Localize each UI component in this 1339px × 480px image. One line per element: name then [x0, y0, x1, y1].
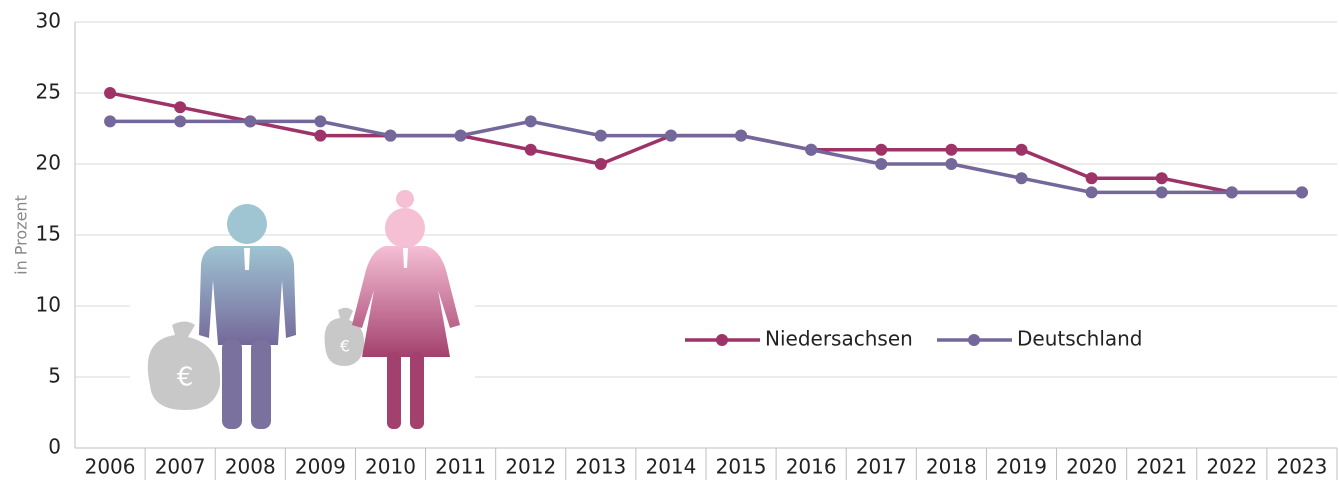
x-tick-label: 2014 — [645, 455, 696, 479]
data-point — [174, 101, 187, 114]
y-tick-label: 5 — [48, 364, 61, 388]
svg-text:€: € — [177, 363, 194, 393]
legend-marker — [968, 334, 980, 346]
y-tick-label: 20 — [36, 151, 61, 175]
x-tick-label: 2008 — [225, 455, 276, 479]
data-point — [1155, 172, 1168, 185]
illustration: € € — [147, 190, 460, 429]
x-tick-label: 2020 — [1066, 455, 1117, 479]
data-point — [524, 115, 537, 128]
y-tick-label: 0 — [48, 435, 61, 459]
x-tick-label: 2017 — [856, 455, 907, 479]
legend-label: Deutschland — [1017, 327, 1143, 351]
x-tick-label: 2011 — [435, 455, 486, 479]
legend-label: Niedersachsen — [765, 327, 913, 351]
x-tick-label: 2021 — [1136, 455, 1187, 479]
data-point — [1225, 186, 1238, 199]
data-point — [945, 158, 958, 170]
x-tick-label: 2023 — [1276, 455, 1327, 479]
y-tick-label: 15 — [36, 222, 61, 246]
x-tick-label: 2019 — [996, 455, 1047, 479]
data-point — [875, 143, 888, 156]
svg-text:€: € — [340, 337, 350, 356]
data-point — [664, 129, 677, 142]
y-tick-label: 25 — [36, 80, 61, 104]
data-point — [314, 115, 327, 128]
data-point — [104, 115, 117, 128]
data-point — [104, 87, 117, 99]
data-point — [1155, 186, 1168, 199]
data-point — [174, 115, 187, 128]
x-tick-label: 2012 — [505, 455, 556, 479]
x-tick-label: 2010 — [365, 455, 416, 479]
y-tick-label: 10 — [36, 293, 61, 317]
legend-marker — [716, 334, 728, 346]
x-tick-label: 2009 — [295, 455, 346, 479]
data-point — [524, 143, 537, 156]
data-point — [735, 129, 748, 142]
x-tick-label: 2013 — [575, 455, 626, 479]
data-point — [244, 115, 257, 128]
series-line — [109, 91, 1302, 195]
data-point — [384, 129, 397, 142]
data-point — [875, 158, 888, 170]
x-tick-label: 2007 — [155, 455, 206, 479]
data-point — [314, 129, 327, 142]
x-tick-label: 2018 — [926, 455, 977, 479]
series-line — [110, 119, 1302, 195]
data-point — [454, 129, 467, 142]
x-tick-label: 2006 — [85, 455, 136, 479]
x-tick-label: 2022 — [1206, 455, 1257, 479]
data-point — [945, 143, 958, 156]
data-point — [1085, 172, 1098, 185]
x-tick-label: 2016 — [786, 455, 837, 479]
y-axis-label: in Prozent — [12, 195, 31, 275]
data-point — [594, 129, 607, 142]
data-point — [805, 143, 818, 156]
data-point — [1085, 186, 1098, 199]
y-tick-label: 30 — [36, 9, 61, 33]
data-point — [594, 158, 607, 170]
data-point — [1015, 143, 1028, 156]
x-tick-label: 2015 — [716, 455, 767, 479]
data-point — [1295, 186, 1308, 199]
data-point — [1015, 172, 1028, 185]
